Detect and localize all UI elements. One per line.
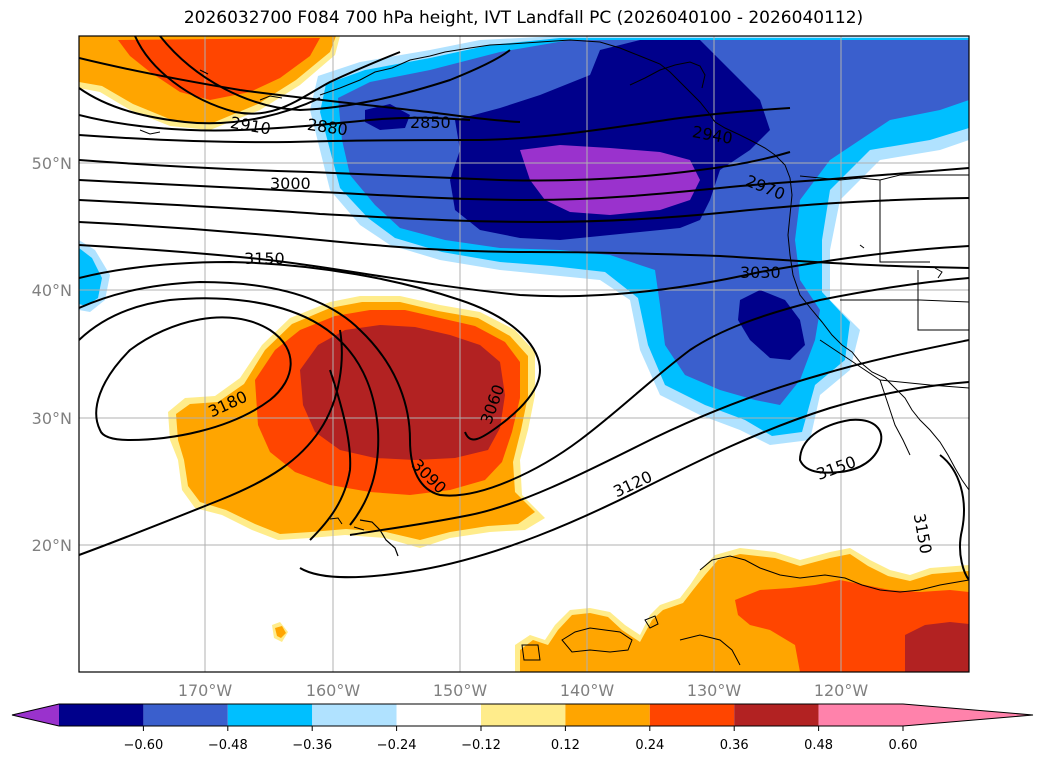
colorbar-segment bbox=[312, 704, 397, 726]
colorbar-segment bbox=[481, 704, 566, 726]
colorbar-tick-label: −0.12 bbox=[461, 738, 501, 753]
colorbar-extend-low bbox=[12, 704, 59, 726]
colorbar-tick-label: −0.60 bbox=[123, 738, 163, 753]
colorbar-tick-label: −0.36 bbox=[292, 738, 332, 753]
colorbar-segment bbox=[143, 704, 228, 726]
colorbar-tick-label: 0.48 bbox=[804, 738, 833, 753]
colorbar-segment bbox=[818, 704, 903, 726]
lon-label: 170°W bbox=[178, 681, 233, 700]
colorbar-segment bbox=[734, 704, 819, 726]
lon-label: 150°W bbox=[433, 681, 488, 700]
colorbar-tick-label: 0.36 bbox=[720, 738, 749, 753]
colorbar: −0.60 −0.48 −0.36 −0.24 −0.12 0.12 0.24 … bbox=[11, 703, 1034, 753]
colorbar-tick-label: −0.24 bbox=[377, 738, 417, 753]
contour-label: 3000 bbox=[270, 174, 311, 193]
ivt-positive-region-central bbox=[168, 296, 545, 642]
coastlines bbox=[139, 39, 969, 666]
lon-label: 120°W bbox=[814, 681, 869, 700]
colorbar-tick-label: 0.12 bbox=[551, 738, 580, 753]
contour-label: 3150 bbox=[244, 249, 285, 268]
map-frame bbox=[78, 35, 970, 673]
colorbar-segment bbox=[565, 704, 650, 726]
height-contours bbox=[79, 36, 969, 581]
contour-label: 2850 bbox=[410, 113, 451, 132]
lat-label: 40°N bbox=[32, 281, 72, 300]
contour-label: 3030 bbox=[740, 263, 781, 282]
lat-label: 50°N bbox=[32, 154, 72, 173]
colorbar-tick-label: −0.48 bbox=[208, 738, 248, 753]
colorbar-extend-high bbox=[903, 704, 1033, 726]
ivt-negative-region-west bbox=[79, 240, 110, 312]
colorbar-outline bbox=[11, 703, 1034, 727]
map-plot-area: 2910 2880 2850 2940 2970 3000 3030 3150 … bbox=[79, 36, 969, 672]
lat-label: 30°N bbox=[32, 409, 72, 428]
colorbar-tick-label: 0.60 bbox=[889, 738, 918, 753]
longitude-labels: 170°W 160°W 150°W 140°W 130°W 120°W bbox=[178, 681, 869, 700]
lon-label: 130°W bbox=[687, 681, 742, 700]
latitude-labels: 50°N 40°N 30°N 20°N bbox=[32, 154, 72, 555]
lat-label: 20°N bbox=[32, 536, 72, 555]
colorbar-segment bbox=[59, 704, 144, 726]
lon-label: 160°W bbox=[306, 681, 361, 700]
map-title: 2026032700 F084 700 hPa height, IVT Land… bbox=[183, 8, 864, 28]
colorbar-segment bbox=[227, 704, 313, 726]
lon-label: 140°W bbox=[560, 681, 615, 700]
ivt-positive-region-southeast bbox=[515, 548, 969, 672]
colorbar-segment bbox=[396, 704, 481, 726]
colorbar-tick-label: 0.24 bbox=[635, 738, 664, 753]
colorbar-segment bbox=[649, 704, 735, 726]
